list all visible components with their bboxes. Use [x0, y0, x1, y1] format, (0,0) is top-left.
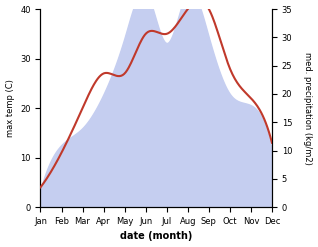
- Y-axis label: max temp (C): max temp (C): [5, 79, 15, 137]
- Y-axis label: med. precipitation (kg/m2): med. precipitation (kg/m2): [303, 52, 313, 165]
- X-axis label: date (month): date (month): [120, 231, 192, 242]
